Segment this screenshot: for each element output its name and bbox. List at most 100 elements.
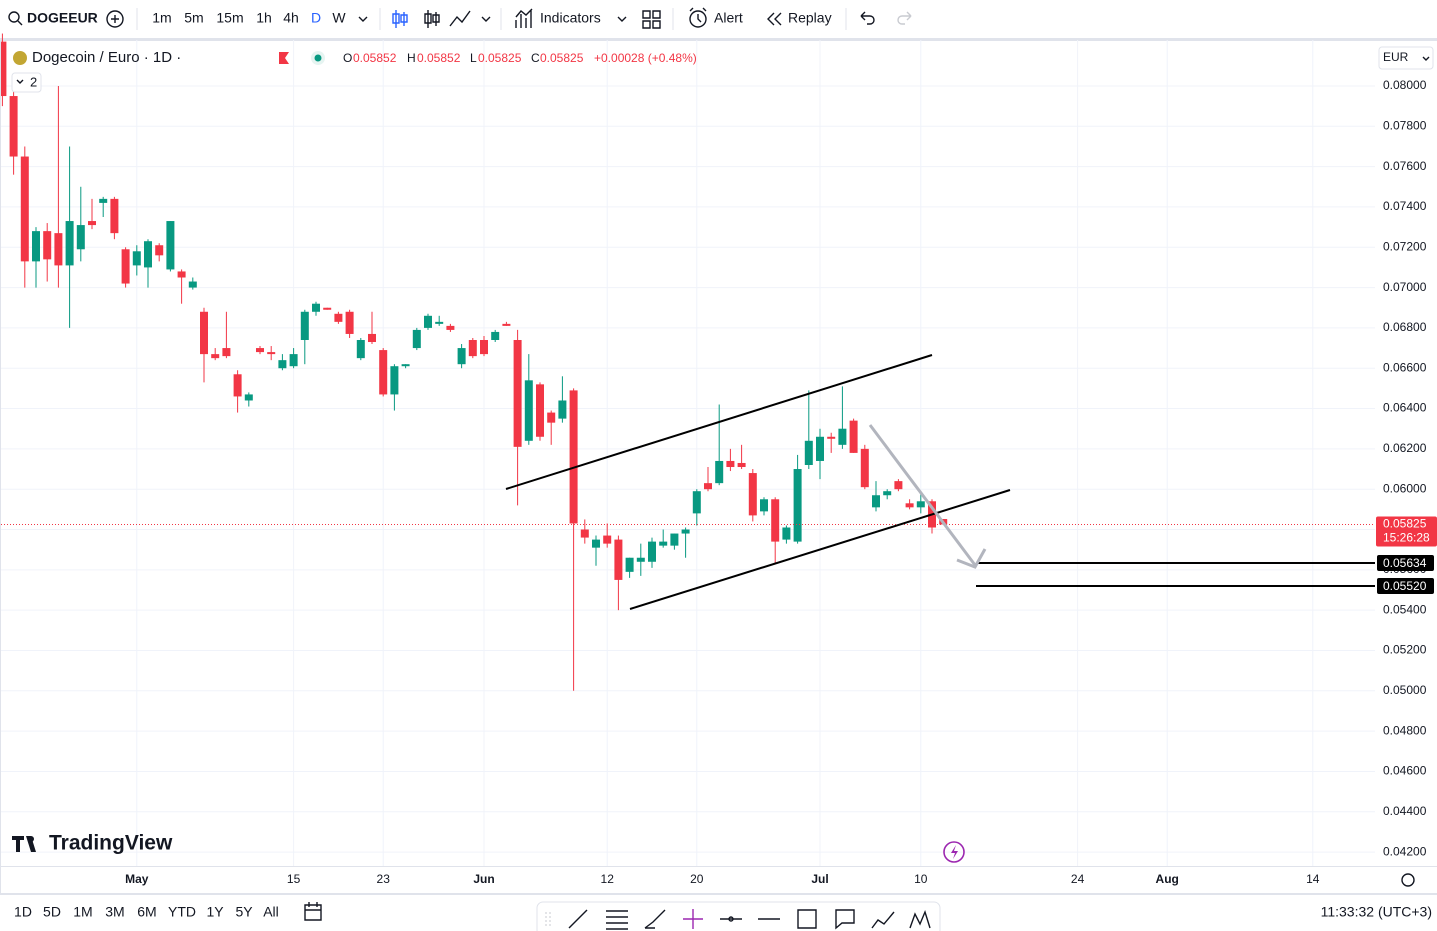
y-tick-label: 0.04800 <box>1383 723 1427 737</box>
layout-icon[interactable] <box>642 10 661 29</box>
candle-body <box>872 495 880 508</box>
symbol-search[interactable]: DOGEEUR <box>8 10 98 26</box>
ohlc-key: L <box>470 51 477 65</box>
level-label-bg <box>1377 554 1434 571</box>
range-button[interactable]: 6M <box>137 904 156 920</box>
replay[interactable]: Replay <box>767 10 832 26</box>
x-tick-label: May <box>125 872 149 886</box>
range-button[interactable]: 5D <box>43 904 61 920</box>
path-tool[interactable] <box>871 911 895 929</box>
x-tick-label: 14 <box>1306 872 1320 886</box>
settings-icon[interactable] <box>1401 873 1415 887</box>
logo-mark <box>28 836 34 842</box>
line-icon[interactable] <box>449 10 471 27</box>
candle-body <box>110 198 119 234</box>
candle-body <box>614 539 623 580</box>
candle-body <box>32 231 40 262</box>
range-button[interactable]: 1M <box>73 904 92 920</box>
goto-date[interactable] <box>304 902 322 921</box>
rect-tool[interactable] <box>797 909 817 929</box>
range-button[interactable]: 5Y <box>235 904 253 920</box>
search-icon <box>17 20 23 26</box>
candle-body <box>816 436 824 461</box>
clock[interactable]: 11:33:32 (UTC+3) <box>1321 904 1432 920</box>
indicators-button[interactable]: Indicators <box>540 10 601 26</box>
redo[interactable] <box>897 11 912 25</box>
candle-body <box>827 436 836 439</box>
indicator-badge[interactable] <box>11 72 42 93</box>
candle-body <box>132 251 141 266</box>
fib-tool[interactable] <box>606 910 628 930</box>
badge-chevron <box>16 79 24 84</box>
candle-body <box>356 339 365 359</box>
candle-body <box>379 350 388 395</box>
brush-tool[interactable] <box>644 909 666 929</box>
candle-body <box>435 321 444 324</box>
interval[interactable]: 1m <box>152 10 171 26</box>
range-button[interactable]: 1D <box>14 904 32 920</box>
candle-body <box>9 96 18 157</box>
candle-body <box>603 535 612 544</box>
range-button[interactable]: 1Y <box>206 904 224 920</box>
candle-body <box>883 491 892 496</box>
y-tick-label: 0.04200 <box>1383 844 1427 858</box>
symbol[interactable]: DOGEEUR <box>27 10 98 26</box>
y-tick-label: 0.07000 <box>1383 280 1427 294</box>
alert[interactable]: Alert <box>689 7 743 28</box>
indicators-dropdown[interactable] <box>617 16 627 22</box>
callout-tool[interactable] <box>835 909 855 930</box>
candle-body <box>65 221 74 266</box>
trendline-tool[interactable] <box>568 909 588 929</box>
add-icon[interactable] <box>106 10 124 28</box>
candle-body <box>424 315 432 328</box>
chart-type-dropdown[interactable] <box>481 16 491 22</box>
add-symbol[interactable] <box>106 10 124 28</box>
candle-body <box>457 348 466 365</box>
interval[interactable]: 15m <box>216 10 243 26</box>
candle-body <box>625 557 634 572</box>
x-tick-label: Aug <box>1156 872 1179 886</box>
replay-button[interactable]: Replay <box>788 10 832 26</box>
indicators-icon[interactable] <box>515 8 533 28</box>
alert-button[interactable]: Alert <box>714 10 743 26</box>
candle-body <box>345 311 354 334</box>
y-tick-label: 0.06600 <box>1383 360 1427 374</box>
currency-select[interactable] <box>1378 46 1434 70</box>
drawings[interactable] <box>505 354 1011 610</box>
logo-text[interactable]: TradingView <box>49 832 173 855</box>
x-tick-label: 20 <box>690 872 704 886</box>
candle-body <box>782 527 791 540</box>
interval-active[interactable]: D <box>311 10 321 26</box>
legend-title[interactable]: Dogecoin / Euro · 1D · <box>32 49 181 66</box>
toolbar-divider <box>0 38 1437 41</box>
channel-upper[interactable] <box>505 354 933 490</box>
interval[interactable]: 5m <box>184 10 203 26</box>
candle-body <box>155 245 164 256</box>
chart-type-icons[interactable] <box>392 10 491 28</box>
undo[interactable] <box>860 11 875 25</box>
y-tick-label: 0.07600 <box>1383 159 1427 173</box>
currency[interactable]: EUR <box>1383 50 1409 64</box>
interval[interactable]: 4h <box>283 10 299 26</box>
events-icon[interactable] <box>943 841 965 863</box>
crosshair-tool[interactable] <box>683 909 703 929</box>
range-button[interactable]: YTD <box>168 904 196 920</box>
y-tick-label: 0.08000 <box>1383 78 1427 92</box>
interval[interactable]: 1h <box>256 10 272 26</box>
candle-body <box>592 539 600 548</box>
candle-body <box>43 231 52 260</box>
bars-icon[interactable] <box>424 10 440 28</box>
flag-icon[interactable] <box>279 52 289 64</box>
y-tick-label: 0.06800 <box>1383 320 1427 334</box>
range-button[interactable]: All <box>263 904 279 920</box>
candle-body <box>54 233 63 266</box>
arrow-projection[interactable] <box>868 424 977 566</box>
interval[interactable]: W <box>332 10 346 26</box>
interval-dropdown[interactable] <box>358 16 368 22</box>
candles-icon[interactable] <box>392 10 408 28</box>
pattern-tool[interactable] <box>909 909 931 929</box>
candle-body <box>580 529 589 538</box>
candle-body <box>88 221 96 226</box>
channel-lower[interactable] <box>629 489 1011 610</box>
range-button[interactable]: 3M <box>105 904 124 920</box>
